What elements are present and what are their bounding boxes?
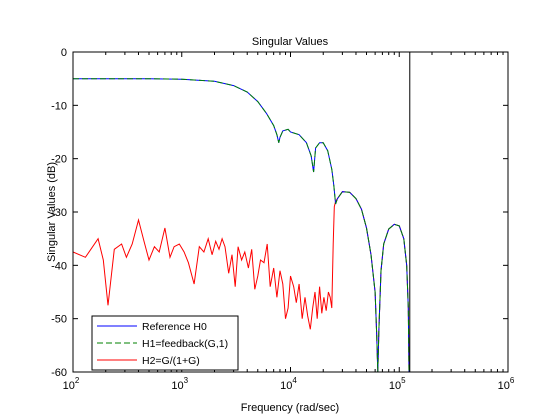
y-tick-label: -40: [51, 260, 67, 272]
y-tick-label: -60: [51, 367, 67, 379]
y-axis-label: Singular Values (dB): [46, 162, 58, 262]
legend-label-h2: H2=G/(1+G): [142, 355, 200, 367]
y-tick-label: -30: [51, 207, 67, 219]
y-tick-label: -20: [51, 154, 67, 166]
legend-label-reference-h0: Reference H0: [142, 321, 207, 333]
x-axis-label: Frequency (rad/sec): [241, 402, 339, 414]
legend: Reference H0 H1=feedback(G,1) H2=G/(1+G): [91, 315, 239, 371]
y-tick-label: -50: [51, 314, 67, 326]
series-line-h1-feedback: [73, 78, 410, 372]
y-tick-label: 0: [61, 47, 67, 59]
chart-title: Singular Values: [252, 36, 329, 48]
series-lines: [73, 78, 410, 372]
legend-label-h1: H1=feedback(G,1): [142, 338, 228, 350]
y-tick-label: -10: [51, 100, 67, 112]
axes-box: [72, 51, 509, 373]
